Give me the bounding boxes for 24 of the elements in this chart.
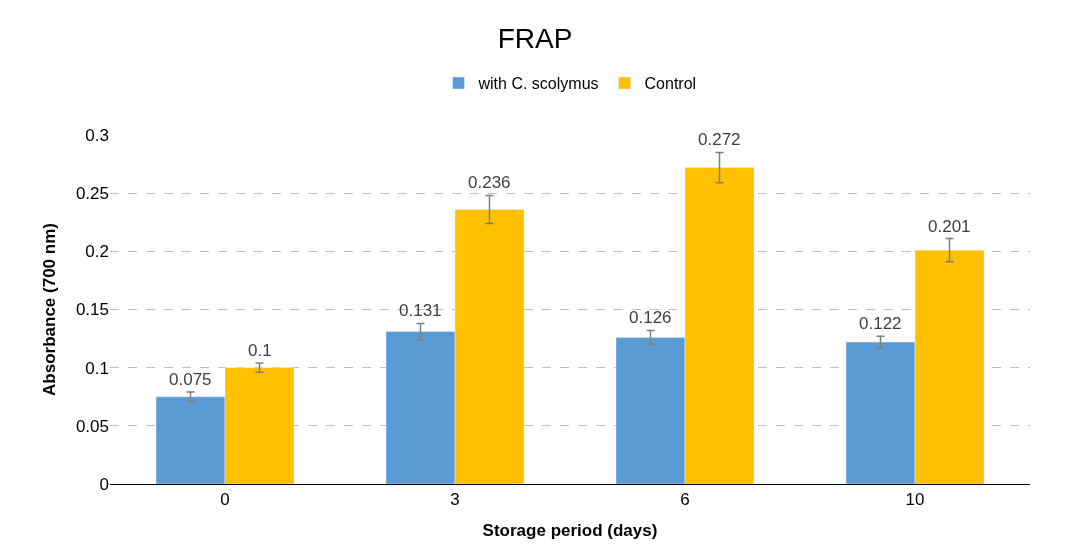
data-label: 0.075 <box>169 370 212 389</box>
data-label: 0.131 <box>399 301 442 320</box>
y-tick-label: 0.2 <box>85 242 109 262</box>
y-tick-label: 0.05 <box>75 416 109 436</box>
x-tick-label: 0 <box>220 490 230 510</box>
data-label: 0.236 <box>468 173 511 192</box>
data-label: 0.272 <box>698 130 741 149</box>
y-tick-label: 0.15 <box>75 300 109 320</box>
x-tick-label: 10 <box>905 490 925 510</box>
y-tick-label: 0 <box>99 474 109 494</box>
y-tick-label: 0.25 <box>75 184 109 204</box>
x-tick-label: 6 <box>680 490 690 510</box>
legend-label: with C. scolymus <box>477 75 599 93</box>
chart-title: FRAP <box>497 22 573 54</box>
y-tick-label: 0.1 <box>85 358 109 378</box>
data-label: 0.201 <box>928 217 971 236</box>
legend-label: Control <box>644 75 697 93</box>
data-label: 0.1 <box>248 341 272 360</box>
data-label: 0.122 <box>859 314 902 333</box>
y-tick-label: 0.3 <box>85 125 109 145</box>
x-tick-label: 3 <box>450 490 460 510</box>
x-axis-title: Storage period (days) <box>482 520 658 540</box>
y-axis-title: Absorbance (700 nm) <box>40 223 60 396</box>
data-label: 0.126 <box>629 308 672 327</box>
